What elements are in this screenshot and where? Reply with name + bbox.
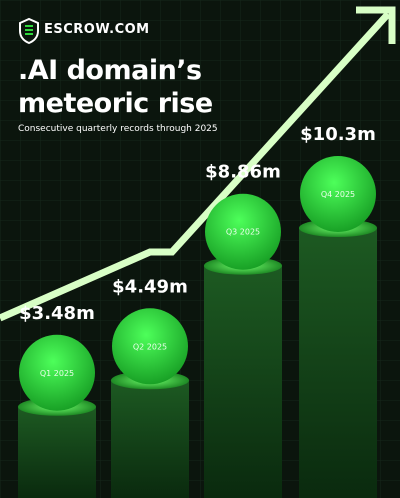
value-label: $3.48m — [19, 303, 95, 324]
trend-arrow — [0, 11, 391, 322]
brand: ESCROW.COM — [44, 22, 150, 37]
logo-lines — [25, 25, 33, 35]
bar — [299, 228, 377, 498]
category-label: Q4 2025 — [321, 190, 355, 199]
chart-title: .AI domain’s meteoric rise — [18, 55, 213, 119]
bar — [111, 380, 189, 498]
value-label: $4.49m — [112, 276, 188, 297]
bubble — [19, 334, 95, 411]
value-label: $10.3m — [300, 124, 376, 145]
value-label: $8.86m — [205, 162, 281, 183]
chart-subtitle: Consecutive quarterly records through 20… — [18, 124, 218, 134]
bar — [204, 265, 282, 498]
logo-icon — [19, 17, 39, 45]
bubble — [112, 308, 188, 385]
bubble — [300, 156, 376, 232]
bubble — [205, 193, 281, 270]
category-label: Q1 2025 — [40, 369, 74, 378]
category-label: Q3 2025 — [226, 228, 260, 237]
category-label: Q2 2025 — [133, 342, 167, 351]
arrow-head — [356, 6, 396, 44]
bar — [18, 406, 96, 498]
